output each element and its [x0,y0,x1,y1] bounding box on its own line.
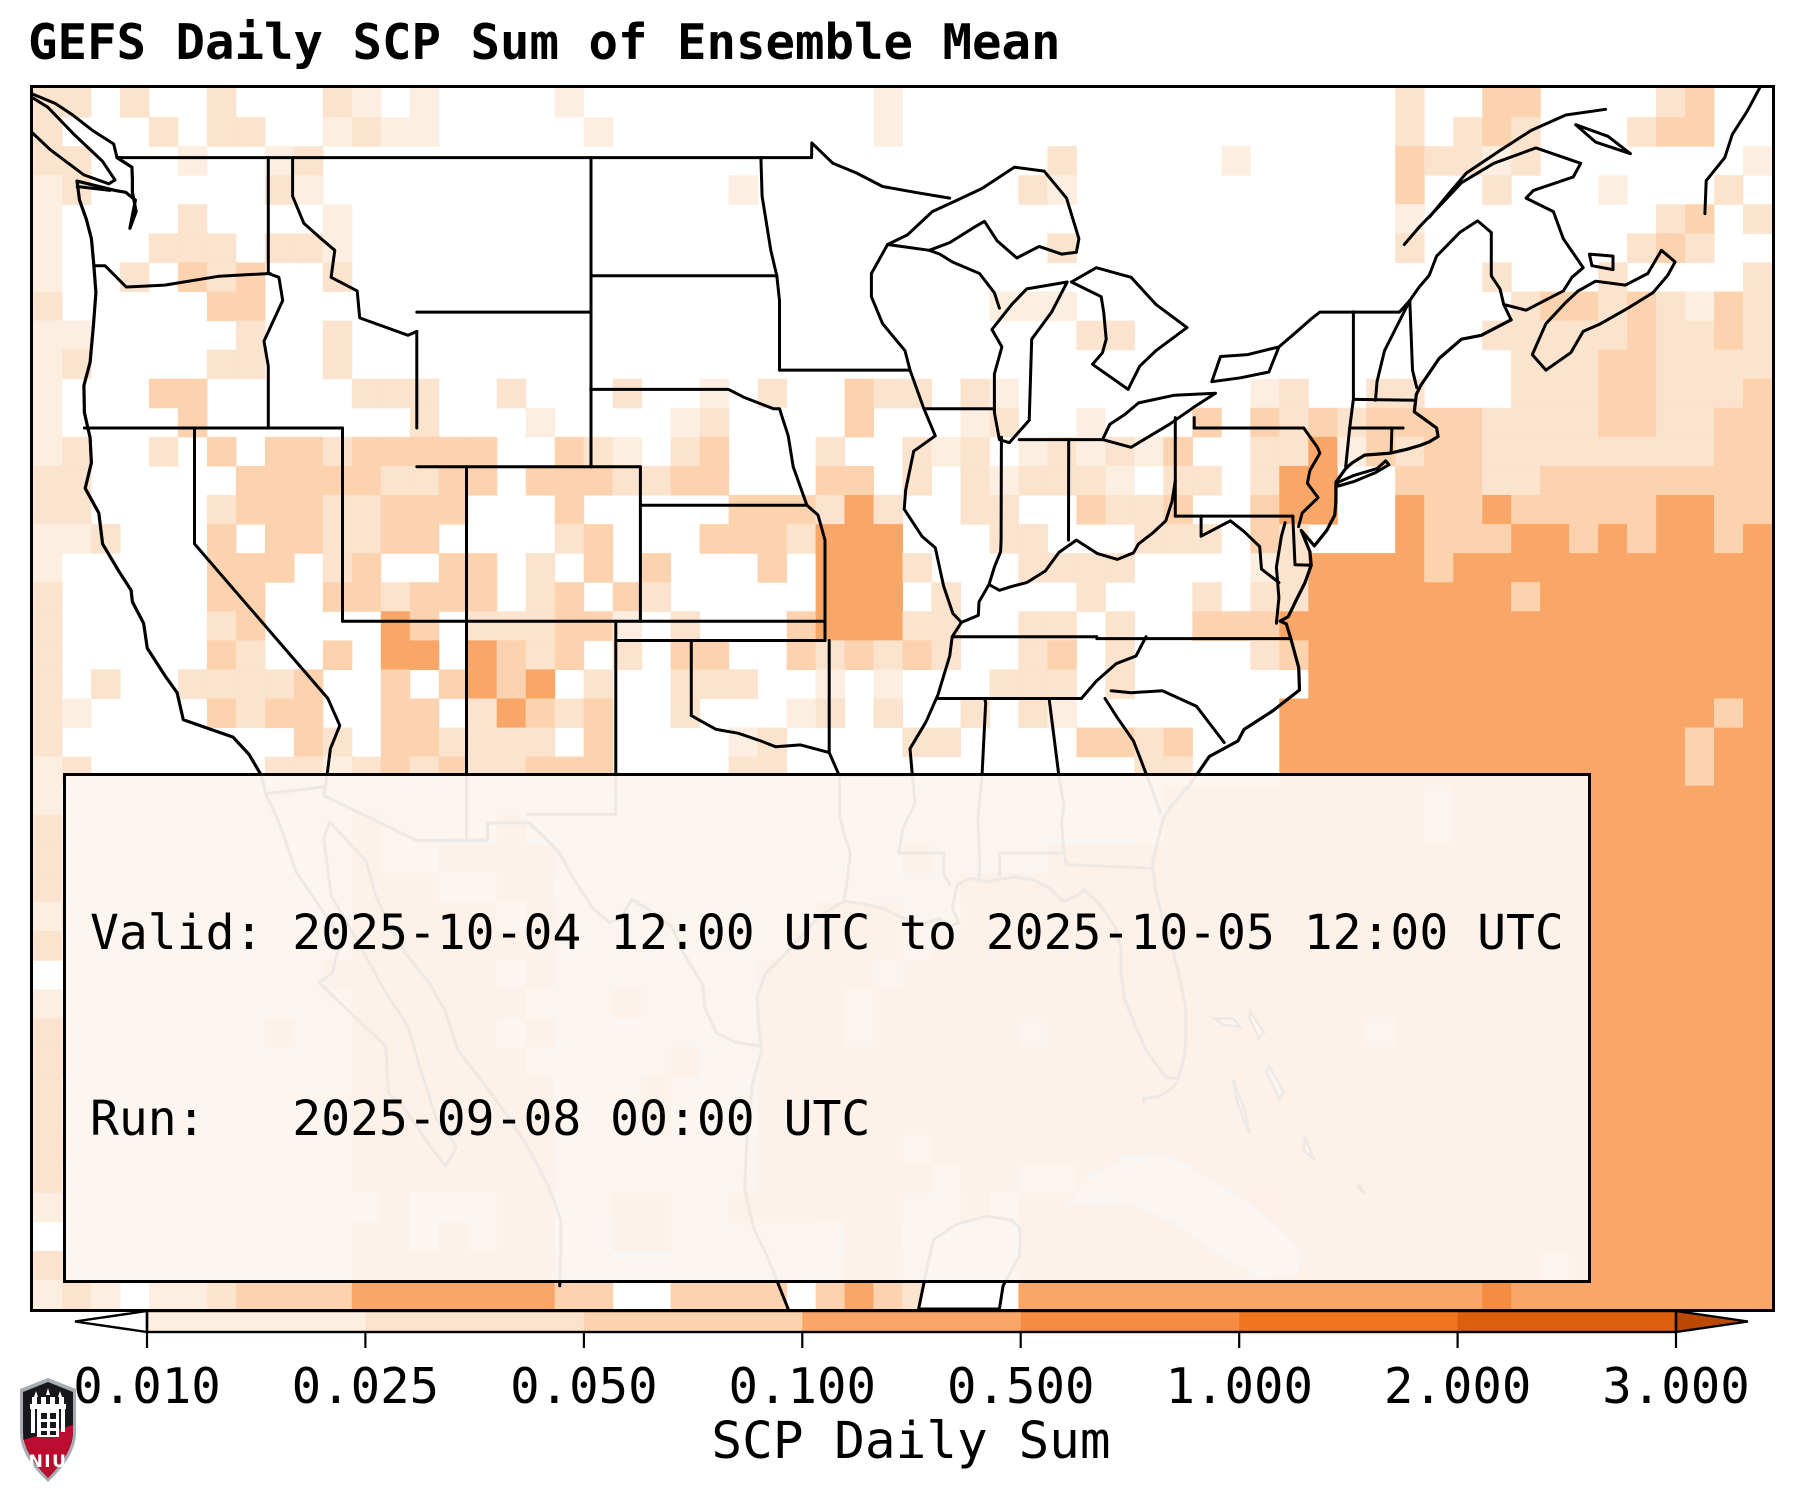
info-box: Valid: 2025-10-04 12:00 UTC to 2025-10-0… [63,773,1591,1283]
niu-shield-band [23,1425,73,1478]
colorbar-tick-label: 2.000 [1384,1358,1532,1415]
niu-castle-icon [30,1388,66,1437]
run-time: Run: 2025-09-08 00:00 UTC [90,1091,871,1147]
colorbar-over-arrow [1674,1309,1749,1334]
colorbar-axis-label: SCP Daily Sum [711,1412,1110,1471]
colorbar-tick-label: 0.050 [510,1358,658,1415]
niu-logo-text: NIU [29,1452,68,1472]
colorbar: 0.010 0.025 0.050 0.100 0.500 1.000 2.000 3.000… [73,1309,1750,1471]
valid-range: Valid: 2025-10-04 12:00 UTC to 2025-10-0… [90,905,1564,961]
colorbar-tick-label: 0.100 [729,1358,877,1415]
niu-logo: NIU [20,1378,76,1482]
colorbar-tick-label: 1.000 [1165,1358,1313,1415]
colorbar-under-arrow [74,1309,149,1334]
colorbar-tick-label: 3.000 [1602,1358,1750,1415]
colorbar-ticks: 0.010 0.025 0.050 0.100 0.500 1.000 2.000 3.000 [73,1332,1750,1415]
colorbar-tick-label: 0.500 [947,1358,1095,1415]
colorbar-gradient [74,1309,1749,1334]
map-panel: Valid: 2025-10-04 12:00 UTC to 2025-10-0… [30,85,1775,1312]
figure-title: GEFS Daily SCP Sum of Ensemble Mean [28,14,1061,71]
colorbar-tick-label: 0.010 [73,1358,221,1415]
colorbar-tick-label: 0.025 [292,1358,440,1415]
